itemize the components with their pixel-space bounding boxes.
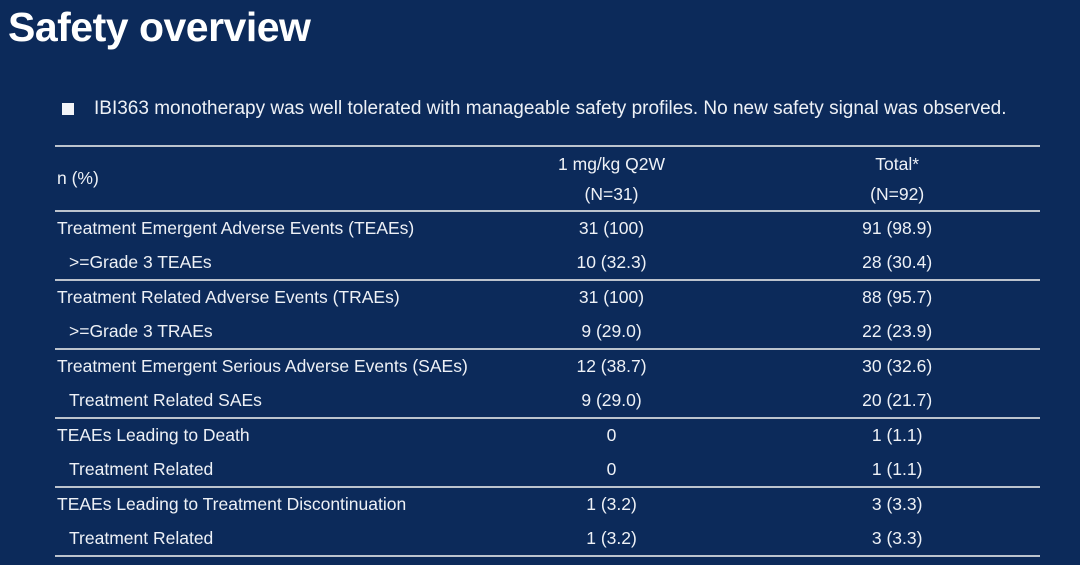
row-label: >=Grade 3 TRAEs (69, 320, 213, 341)
row-label: TEAEs Leading to Death (57, 425, 250, 446)
row-label: Treatment Related (69, 458, 214, 479)
row-value-1mgkg-q2w: 10 (32.3) (576, 251, 647, 272)
header-dose-name: 1 mg/kg Q2W (558, 153, 665, 174)
header-dose-1mgkg-q2w: 1 mg/kg Q2W (N=31) (469, 146, 755, 211)
table-row: Treatment Related SAEs 9 (29.0) 20 (21.7) (55, 384, 1040, 418)
table-row: TEAEs Leading to Treatment Discontinuati… (55, 487, 1040, 522)
row-value-1mgkg-q2w: 0 (606, 458, 617, 479)
row-value-total: 1 (1.1) (871, 458, 923, 479)
page-title: Safety overview (8, 4, 311, 50)
header-total-name: Total* (875, 153, 920, 174)
row-value-1mgkg-q2w: 1 (3.2) (586, 527, 637, 548)
row-value-1mgkg-q2w: 31 (100) (578, 287, 645, 308)
bullet-point: IBI363 monotherapy was well tolerated wi… (62, 97, 1072, 121)
header-dose-n: (N=31) (584, 183, 639, 204)
row-value-total: 30 (32.6) (862, 356, 933, 377)
table-row: Treatment Emergent Serious Adverse Event… (55, 349, 1040, 384)
row-value-total: 3 (3.3) (871, 527, 923, 548)
row-value-1mgkg-q2w: 31 (100) (578, 218, 645, 239)
header-total: Total* (N=92) (754, 146, 1040, 211)
row-value-total: 3 (3.3) (871, 494, 923, 515)
row-label: Treatment Related Adverse Events (TRAEs) (57, 287, 400, 308)
table-row: Treatment Related Adverse Events (TRAEs)… (55, 280, 1040, 315)
row-label: TEAEs Leading to Treatment Discontinuati… (57, 494, 407, 515)
row-value-1mgkg-q2w: 1 (3.2) (586, 494, 637, 515)
square-bullet-icon (62, 103, 74, 115)
row-value-total: 28 (30.4) (862, 251, 933, 272)
table-row: Treatment Related 1 (3.2) 3 (3.3) (55, 522, 1040, 556)
row-label: >=Grade 3 TEAEs (69, 251, 212, 272)
table-row: >=Grade 3 TEAEs 10 (32.3) 28 (30.4) (55, 246, 1040, 280)
table-row: Treatment Related 0 1 (1.1) (55, 453, 1040, 487)
table-row: Treatment Emergent Adverse Events (TEAEs… (55, 211, 1040, 246)
row-value-total: 22 (23.9) (862, 320, 933, 341)
row-value-1mgkg-q2w: 12 (38.7) (576, 356, 647, 377)
row-label: Treatment Emergent Serious Adverse Event… (57, 356, 468, 377)
row-value-total: 88 (95.7) (862, 287, 933, 308)
table-row: >=Grade 3 TRAEs 9 (29.0) 22 (23.9) (55, 315, 1040, 349)
header-total-n: (N=92) (870, 183, 925, 204)
row-value-1mgkg-q2w: 9 (29.0) (581, 389, 642, 410)
table-row: TEAEs Leading to Death 0 1 (1.1) (55, 418, 1040, 453)
header-n-percent: n (%) (57, 168, 99, 188)
row-label: Treatment Related SAEs (69, 389, 262, 410)
bullet-text: IBI363 monotherapy was well tolerated wi… (94, 98, 1007, 119)
safety-overview-table: n (%) 1 mg/kg Q2W (N=31) Total* (N=92) T… (55, 145, 1040, 557)
row-label: Treatment Emergent Adverse Events (TEAEs… (57, 218, 415, 239)
row-value-total: 91 (98.9) (862, 218, 933, 239)
row-value-1mgkg-q2w: 0 (606, 425, 617, 446)
row-value-total: 20 (21.7) (862, 389, 933, 410)
row-value-1mgkg-q2w: 9 (29.0) (581, 320, 642, 341)
table-header-row: n (%) 1 mg/kg Q2W (N=31) Total* (N=92) (55, 146, 1040, 211)
row-value-total: 1 (1.1) (871, 425, 923, 446)
row-label: Treatment Related (69, 527, 214, 548)
